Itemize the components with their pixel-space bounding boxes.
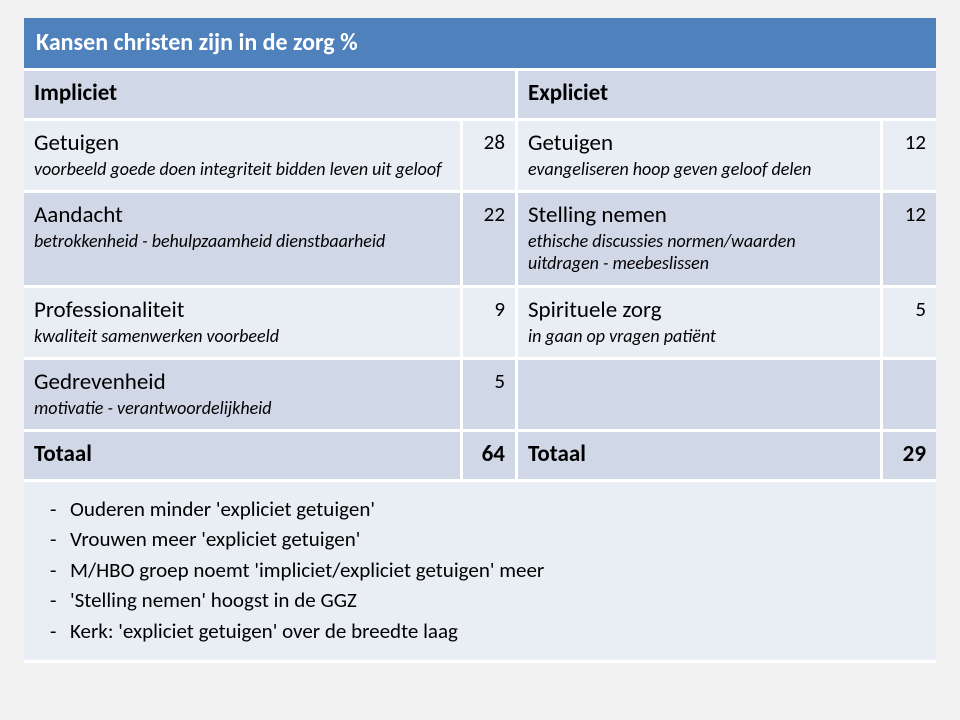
cell-right: Stelling nemen ethische discussies norme… (516, 192, 881, 287)
row-sub: betrokkenheid - behulpzaamheid dienstbaa… (34, 230, 450, 253)
list-item: Vrouwen meer 'expliciet getuigen' (50, 524, 926, 554)
row-sub: voorbeeld goede doen integriteit bidden … (34, 158, 450, 181)
list-item: Kerk: 'expliciet getuigen' over de breed… (50, 616, 926, 646)
total-right-val: 29 (881, 431, 936, 481)
row-sub: kwaliteit samenwerken voorbeeld (34, 325, 450, 348)
cell-right: Getuigen evangeliseren hoop geven geloof… (516, 119, 881, 191)
cell-right-val: 12 (881, 192, 936, 287)
bullets-cell: Ouderen minder 'expliciet getuigen' Vrou… (24, 481, 936, 662)
list-item: Ouderen minder 'expliciet getuigen' (50, 494, 926, 524)
cell-left: Getuigen voorbeeld goede doen integritei… (24, 119, 462, 191)
cell-left-val: 5 (462, 359, 517, 431)
cell-left-val: 28 (462, 119, 517, 191)
total-row: Totaal 64 Totaal 29 (24, 431, 936, 481)
bullet-list: Ouderen minder 'expliciet getuigen' Vrou… (34, 494, 926, 646)
row-label: Getuigen (528, 129, 870, 158)
cell-right: Spirituele zorg in gaan op vragen patiën… (516, 286, 881, 358)
header-left: Impliciet (24, 70, 516, 120)
row-label: Professionaliteit (34, 296, 450, 325)
total-left-label: Totaal (24, 431, 462, 481)
cell-left: Gedrevenheid motivatie - verantwoordelij… (24, 359, 462, 431)
row-label: Getuigen (34, 129, 450, 158)
row-sub: ethische discussies normen/waarden uitdr… (528, 230, 870, 275)
row-label: Spirituele zorg (528, 296, 870, 325)
cell-left: Professionaliteit kwaliteit samenwerken … (24, 286, 462, 358)
total-right-label: Totaal (516, 431, 881, 481)
cell-left: Aandacht betrokkenheid - behulpzaamheid … (24, 192, 462, 287)
row-sub: evangeliseren hoop geven geloof delen (528, 158, 870, 181)
table-row: Professionaliteit kwaliteit samenwerken … (24, 286, 936, 358)
slide-title: Kansen christen zijn in de zorg % (24, 18, 936, 70)
row-label: Aandacht (34, 201, 450, 230)
cell-right-val (881, 359, 936, 431)
cell-right-val: 5 (881, 286, 936, 358)
table-row: Gedrevenheid motivatie - verantwoordelij… (24, 359, 936, 431)
table-row: Aandacht betrokkenheid - behulpzaamheid … (24, 192, 936, 287)
total-left-val: 64 (462, 431, 517, 481)
header-row: Impliciet Expliciet (24, 70, 936, 120)
title-row: Kansen christen zijn in de zorg % (24, 18, 936, 70)
row-sub: in gaan op vragen patiënt (528, 325, 870, 348)
list-item: M/HBO groep noemt 'impliciet/expliciet g… (50, 555, 926, 585)
cell-right-val: 12 (881, 119, 936, 191)
header-right: Expliciet (516, 70, 936, 120)
list-item: 'Stelling nemen' hoogst in de GGZ (50, 585, 926, 615)
row-sub: motivatie - verantwoordelijkheid (34, 397, 450, 420)
table-row: Getuigen voorbeeld goede doen integritei… (24, 119, 936, 191)
slide: Kansen christen zijn in de zorg % Implic… (24, 18, 936, 702)
cell-left-val: 9 (462, 286, 517, 358)
row-label: Stelling nemen (528, 201, 870, 230)
bullets-row: Ouderen minder 'expliciet getuigen' Vrou… (24, 481, 936, 662)
row-label: Gedrevenheid (34, 368, 450, 397)
cell-right (516, 359, 881, 431)
comparison-table: Kansen christen zijn in de zorg % Implic… (24, 18, 936, 663)
cell-left-val: 22 (462, 192, 517, 287)
